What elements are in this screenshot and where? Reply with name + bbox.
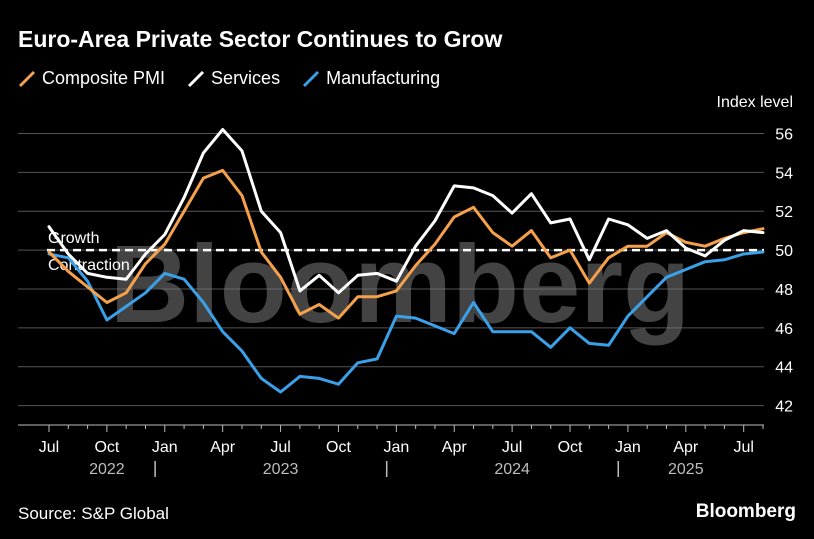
x-tick-label-2025-01: Jan — [615, 439, 641, 456]
source-note: Source: S&P Global — [18, 504, 169, 523]
chart-title: Euro-Area Private Sector Continues to Gr… — [18, 26, 503, 52]
x-tick-label-2024-01: Jan — [383, 439, 409, 456]
year-label-2025: 2025 — [668, 461, 704, 478]
x-axis: Jul Oct Jan Apr Jul Oct Jan Apr Jul Oct Jan Apr Jul 2… — [39, 425, 764, 478]
bloomberg-logo: Bloomberg — [695, 501, 796, 522]
x-tick-label-2023-01: Jan — [152, 439, 178, 456]
y-axis-label: Index level — [717, 94, 794, 111]
legend-label-manufacturing: Manufacturing — [326, 68, 441, 88]
legend-label-composite: Composite PMI — [42, 68, 166, 88]
services-swatch — [187, 70, 205, 87]
legend-item-composite: Composite PMI — [18, 68, 165, 89]
y-tick-label-54: 54 — [775, 165, 793, 182]
x-tick-label-2025-07: Jul — [733, 439, 753, 456]
series-line-manufacturing — [47, 250, 765, 394]
legend-label-services: Services — [211, 68, 281, 88]
series-group — [47, 128, 765, 394]
x-tick-label-2022-10: Oct — [94, 439, 119, 456]
composite-swatch — [18, 70, 36, 87]
y-tick-label-52: 52 — [775, 204, 793, 221]
year-label-2024: 2024 — [494, 461, 530, 478]
year-label-2022: 2022 — [89, 461, 125, 478]
legend: Composite PMI Services Manufacturing — [18, 68, 440, 89]
contraction-label: Contraction — [48, 257, 130, 274]
y-tick-label-42: 42 — [775, 399, 793, 416]
y-tick-label-56: 56 — [775, 126, 793, 143]
y-tick-label-46: 46 — [775, 321, 793, 338]
y-axis: 42 44 46 48 50 52 54 56 — [775, 126, 793, 415]
year-label-2023: 2023 — [263, 461, 299, 478]
x-tick-label-2023-04: Apr — [210, 439, 236, 456]
series-line-services — [47, 128, 765, 295]
y-tick-label-48: 48 — [775, 282, 793, 299]
x-tick-label-2024-10: Oct — [558, 439, 583, 456]
manufacturing-swatch — [303, 70, 320, 87]
legend-item-manufacturing: Manufacturing — [302, 68, 440, 89]
x-tick-label-2024-07: Jul — [502, 439, 522, 456]
series-line-composite-pmi — [47, 168, 765, 320]
x-tick-label-2022-07: Jul — [39, 439, 59, 456]
x-tick-label-2024-04: Apr — [442, 439, 468, 456]
x-tick-label-2025-04: Apr — [673, 439, 699, 456]
x-tick-label-2023-10: Oct — [326, 439, 351, 456]
y-tick-label-44: 44 — [775, 360, 793, 377]
x-tick-label-2023-07: Jul — [270, 439, 290, 456]
legend-item-services: Services — [187, 68, 280, 89]
y-tick-label-50: 50 — [775, 243, 793, 260]
